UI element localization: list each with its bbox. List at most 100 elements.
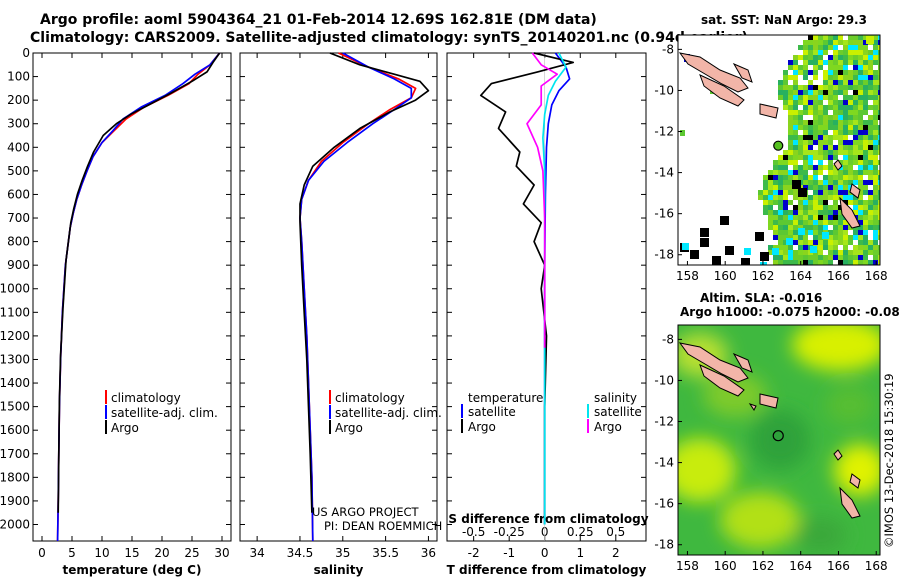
sst-cell	[803, 55, 808, 60]
land-shape	[678, 52, 749, 93]
sst-cell	[828, 75, 833, 80]
sst-cell	[873, 125, 878, 130]
sst-cell	[843, 235, 848, 240]
sst-cell	[803, 255, 808, 260]
sst-cell	[773, 215, 778, 220]
x-tick-label: 1	[576, 546, 584, 560]
sla-map-frame	[677, 324, 881, 556]
sst-cell	[808, 120, 813, 125]
sst-cell	[858, 160, 863, 165]
map-y-tick-label: -16	[654, 497, 674, 511]
legend-label-climatology: climatology	[111, 391, 181, 405]
sst-cell	[813, 70, 818, 75]
sst-cell	[813, 75, 818, 80]
sst-cell	[878, 105, 880, 110]
sst-cell	[878, 220, 880, 225]
sst-cell	[863, 205, 868, 210]
sst-cell	[833, 235, 838, 240]
sst-cell	[763, 190, 768, 195]
sst-cell	[783, 200, 788, 205]
sst-cell	[808, 240, 813, 245]
sst-cell	[858, 150, 863, 155]
sst-cell	[818, 245, 823, 250]
sst-cell	[788, 260, 793, 265]
sst-cell	[858, 210, 863, 215]
sst-cell	[788, 105, 793, 110]
sst-cell	[803, 130, 808, 135]
sst-cell	[833, 95, 838, 100]
sst-cell	[853, 90, 858, 95]
sst-cell	[838, 230, 843, 235]
sst-cell	[863, 40, 868, 45]
sst-cell	[833, 125, 838, 130]
sst-cell	[833, 250, 838, 255]
sst-cell	[823, 60, 828, 65]
sst-cell	[858, 205, 863, 210]
sst-cell	[823, 40, 828, 45]
sst-cell	[823, 140, 828, 145]
sst-cell	[833, 65, 838, 70]
sst-cell	[793, 90, 798, 95]
map-x-tick-label: 164	[789, 269, 812, 283]
sst-cell	[793, 165, 798, 170]
sst-cell	[793, 105, 798, 110]
map-y-tick-label: -8	[662, 332, 674, 346]
sst-cell	[873, 120, 878, 125]
sst-cell	[873, 70, 878, 75]
sst-cell	[778, 165, 783, 170]
x2-tick-label: -0.25	[494, 525, 525, 539]
sst-cell	[813, 120, 818, 125]
sst-cell	[783, 190, 788, 195]
map-x-tick-label: 160	[714, 559, 737, 573]
sst-cell	[808, 155, 813, 160]
sst-cell	[863, 105, 868, 110]
sst-cell	[858, 260, 863, 265]
sst-cell	[848, 170, 853, 175]
sst-cell	[868, 205, 873, 210]
sst-cell	[813, 190, 818, 195]
sst-cell	[778, 180, 783, 185]
sst-cell	[863, 255, 868, 260]
sst-cell	[813, 65, 818, 70]
sst-cell	[773, 245, 778, 250]
sst-cell	[828, 125, 833, 130]
sst-cell	[773, 210, 778, 215]
sst-cell	[773, 200, 778, 205]
sst-cell	[788, 220, 793, 225]
sst-cell	[798, 55, 803, 60]
sst-cell	[843, 90, 848, 95]
sst-cell	[793, 210, 798, 215]
sst-cell	[798, 200, 803, 205]
sst-cell	[823, 240, 828, 245]
sst-cell	[833, 240, 838, 245]
sst-cell	[788, 90, 793, 95]
sst-cell	[793, 100, 798, 105]
sst-cell	[798, 120, 803, 125]
sst-cell	[768, 205, 773, 210]
sst-cell	[878, 190, 880, 195]
sst-cell	[868, 65, 873, 70]
sst-cell	[868, 160, 873, 165]
sst-cell	[838, 250, 843, 255]
legend-label-argo: Argo	[335, 421, 363, 435]
sst-cell	[853, 105, 858, 110]
sst-cell	[853, 75, 858, 80]
sst-cell	[798, 125, 803, 130]
sst-cell	[798, 188, 807, 197]
sst-cell	[853, 150, 858, 155]
temperature-panel: 0100200300400500600700800900100011001200…	[0, 46, 232, 577]
sst-cell	[858, 65, 863, 70]
map-x-tick-label: 166	[827, 269, 850, 283]
sst-cell	[822, 232, 829, 239]
sst-cell	[833, 195, 838, 200]
sst-cell	[813, 200, 818, 205]
sst-cell	[878, 80, 880, 85]
sst-cell	[833, 245, 838, 250]
sst-cell	[823, 210, 828, 215]
sst-cell	[853, 245, 858, 250]
sst-cell	[813, 260, 818, 265]
sst-cell	[873, 230, 878, 235]
sst-cell	[843, 125, 848, 130]
sst-cell	[833, 105, 838, 110]
sst-cell	[813, 115, 818, 120]
